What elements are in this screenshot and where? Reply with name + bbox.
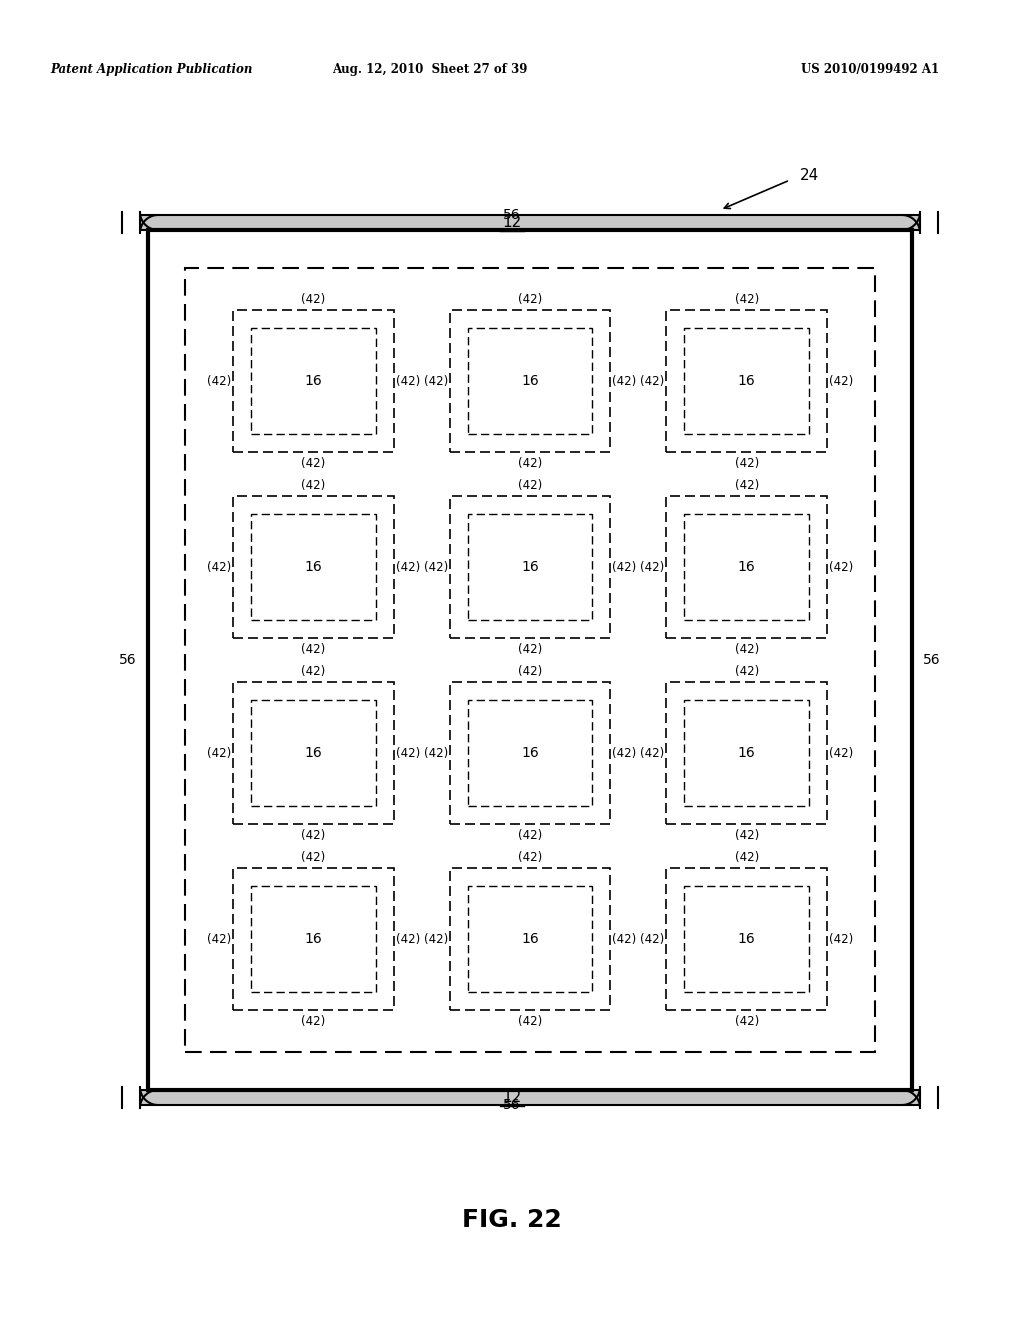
- Text: 56: 56: [503, 209, 521, 222]
- Text: (42): (42): [828, 747, 853, 759]
- Bar: [684, 886, 809, 993]
- Bar: [148, 230, 912, 1090]
- Text: (42): (42): [424, 747, 447, 759]
- Text: (42): (42): [395, 747, 420, 759]
- Text: (42): (42): [207, 561, 231, 573]
- Text: 16: 16: [521, 932, 539, 946]
- Text: 12: 12: [503, 1090, 521, 1105]
- Text: (42): (42): [518, 643, 542, 656]
- Text: 56: 56: [924, 653, 941, 667]
- Text: 16: 16: [737, 560, 756, 574]
- Text: 16: 16: [304, 746, 323, 760]
- Bar: [450, 310, 610, 451]
- Text: (42): (42): [301, 850, 326, 863]
- Bar: [140, 215, 920, 230]
- Text: (42): (42): [207, 747, 231, 759]
- Bar: [233, 310, 393, 451]
- Text: US 2010/0199492 A1: US 2010/0199492 A1: [801, 63, 939, 77]
- Text: (42): (42): [734, 479, 759, 491]
- Text: (42): (42): [518, 850, 542, 863]
- Bar: [140, 1090, 920, 1105]
- Bar: [185, 268, 874, 1052]
- Bar: [233, 496, 393, 638]
- Text: (42): (42): [518, 1015, 542, 1027]
- Text: 16: 16: [304, 374, 323, 388]
- Text: (42): (42): [424, 932, 447, 945]
- Text: (42): (42): [734, 643, 759, 656]
- Text: (42): (42): [640, 747, 665, 759]
- Text: (42): (42): [207, 932, 231, 945]
- Text: (42): (42): [734, 1015, 759, 1027]
- Text: 24: 24: [800, 168, 819, 182]
- Text: (42): (42): [518, 457, 542, 470]
- Text: (42): (42): [612, 561, 637, 573]
- Text: (42): (42): [734, 850, 759, 863]
- Text: (42): (42): [828, 375, 853, 388]
- Text: Aug. 12, 2010  Sheet 27 of 39: Aug. 12, 2010 Sheet 27 of 39: [333, 63, 527, 77]
- Bar: [450, 869, 610, 1010]
- Bar: [684, 327, 809, 434]
- Bar: [450, 496, 610, 638]
- Bar: [667, 310, 827, 451]
- Text: (42): (42): [518, 479, 542, 491]
- Bar: [251, 700, 376, 807]
- Text: (42): (42): [828, 561, 853, 573]
- Text: (42): (42): [518, 293, 542, 305]
- Bar: [468, 513, 592, 620]
- Text: (42): (42): [301, 643, 326, 656]
- Text: (42): (42): [734, 664, 759, 677]
- Text: (42): (42): [518, 664, 542, 677]
- Bar: [468, 327, 592, 434]
- Text: (42): (42): [395, 561, 420, 573]
- Bar: [450, 682, 610, 824]
- Text: 12: 12: [503, 215, 521, 230]
- Bar: [684, 513, 809, 620]
- Text: (42): (42): [301, 293, 326, 305]
- Text: 16: 16: [737, 374, 756, 388]
- Text: (42): (42): [612, 747, 637, 759]
- Bar: [667, 682, 827, 824]
- Text: (42): (42): [301, 479, 326, 491]
- Text: (42): (42): [395, 375, 420, 388]
- Text: (42): (42): [207, 375, 231, 388]
- Text: (42): (42): [424, 561, 447, 573]
- Text: (42): (42): [301, 1015, 326, 1027]
- Bar: [233, 682, 393, 824]
- Text: (42): (42): [734, 829, 759, 842]
- Text: 16: 16: [737, 932, 756, 946]
- Text: 16: 16: [304, 560, 323, 574]
- Text: 16: 16: [521, 560, 539, 574]
- Bar: [233, 869, 393, 1010]
- Bar: [251, 513, 376, 620]
- Text: Patent Application Publication: Patent Application Publication: [50, 63, 252, 77]
- Bar: [667, 869, 827, 1010]
- Text: 56: 56: [503, 1098, 521, 1111]
- Text: (42): (42): [301, 829, 326, 842]
- Text: (42): (42): [301, 457, 326, 470]
- Text: (42): (42): [828, 932, 853, 945]
- Bar: [251, 886, 376, 993]
- Bar: [684, 700, 809, 807]
- Text: (42): (42): [640, 375, 665, 388]
- Text: (42): (42): [395, 932, 420, 945]
- Text: (42): (42): [734, 457, 759, 470]
- Text: 16: 16: [737, 746, 756, 760]
- Text: 16: 16: [521, 746, 539, 760]
- Text: 16: 16: [304, 932, 323, 946]
- Text: (42): (42): [612, 375, 637, 388]
- Text: (42): (42): [424, 375, 447, 388]
- Text: (42): (42): [612, 932, 637, 945]
- Text: (42): (42): [518, 829, 542, 842]
- Bar: [251, 327, 376, 434]
- Text: (42): (42): [640, 932, 665, 945]
- Text: (42): (42): [301, 664, 326, 677]
- Bar: [468, 886, 592, 993]
- Bar: [667, 496, 827, 638]
- Text: (42): (42): [640, 561, 665, 573]
- Text: 16: 16: [521, 374, 539, 388]
- Text: FIG. 22: FIG. 22: [462, 1208, 562, 1232]
- Bar: [468, 700, 592, 807]
- Text: (42): (42): [734, 293, 759, 305]
- Text: 56: 56: [119, 653, 137, 667]
